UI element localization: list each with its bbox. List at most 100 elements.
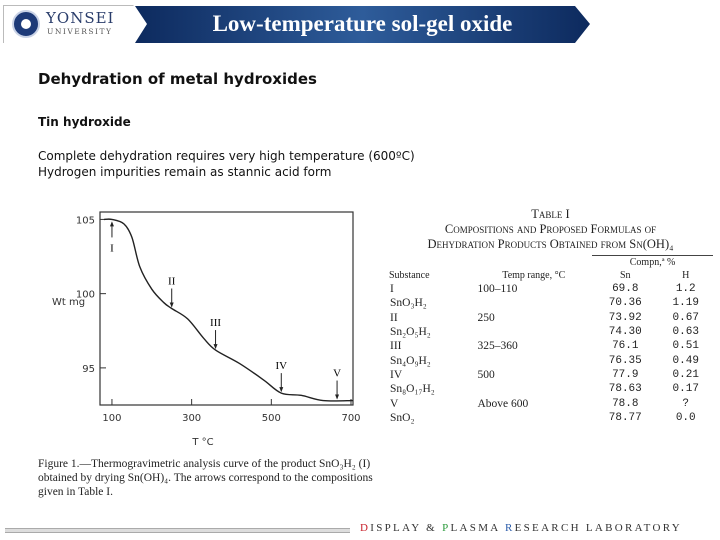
y-tick-label: 100 — [76, 290, 95, 301]
table-subtitle-2: Dehydration Products Obtained from Sn(OH… — [427, 237, 674, 251]
cell-substance: II — [390, 311, 398, 324]
footer-esearch: ESEARCH LABORATORY — [514, 522, 683, 534]
footer-p: P — [442, 522, 451, 534]
tga-figure: 100 300 500 700 95 100 105 T °C Wt mg I II III IV V F… — [38, 205, 388, 510]
cell-temp — [476, 382, 593, 396]
cell-substance: V — [390, 397, 399, 410]
cell-sn: 76.35 — [608, 354, 642, 367]
annotation-label: IV — [275, 360, 287, 372]
table-row: SnO₂ 78.77 0.0 — [388, 411, 713, 425]
footer-isplay: ISPLAY & — [370, 522, 443, 534]
slide-title: Low-temperature sol-gel oxide — [212, 11, 513, 36]
header-h: H — [682, 270, 690, 281]
university-seal-icon — [12, 10, 40, 38]
footer-divider — [5, 528, 350, 533]
text-line-2: Hydrogen impurities remain as stannic ac… — [38, 165, 332, 179]
cell-substance: Sn₈O₁₇H₂ — [390, 383, 435, 396]
header-sn: Sn — [619, 270, 631, 281]
cell-temp: Above 600 — [477, 397, 529, 410]
table-row: II 250 73.92 0.67 — [388, 311, 713, 325]
arrow-head — [109, 221, 114, 227]
cell-h: 0.63 — [672, 326, 699, 339]
arrow-head — [213, 344, 218, 350]
x-tick-label: 300 — [182, 413, 201, 424]
footer-lasma: LASMA — [450, 522, 505, 534]
cell-temp: 325–360 — [477, 340, 518, 353]
table-title: Table I — [531, 207, 570, 221]
x-axis-label: T °C — [191, 437, 213, 448]
university-logo: YONSEI UNIVERSITY — [3, 5, 153, 43]
table-row: IV 500 77.9 0.21 — [388, 368, 713, 382]
cell-h: 0.21 — [672, 368, 699, 381]
table-row: V Above 600 78.8? — [388, 396, 713, 410]
y-tick-label: 95 — [82, 364, 95, 375]
header-substance: Substance — [389, 270, 430, 281]
subheading: Tin hydroxide — [38, 115, 131, 129]
cell-temp — [476, 325, 593, 339]
cell-substance: SnO₂ — [390, 411, 415, 424]
cell-sn: 76.1 — [612, 340, 639, 353]
cell-h: 0.17 — [672, 383, 699, 396]
title-banner — [135, 6, 590, 43]
footer-d: D — [360, 522, 371, 534]
y-axis-label: Wt mg — [52, 297, 85, 308]
cell-sn: 77.9 — [612, 368, 639, 381]
cell-h: 0.67 — [672, 311, 699, 324]
y-tick-label: 105 — [76, 215, 95, 226]
table-row: Sn₈O₁₇H₂ 78.63 0.17 — [388, 382, 713, 396]
cell-temp: 100–110 — [477, 283, 518, 296]
plot-frame — [99, 211, 354, 406]
text-line-1: Complete dehydration requires very high … — [38, 149, 415, 163]
heading: Dehydration of metal hydroxides — [38, 70, 317, 88]
cell-temp: 500 — [477, 368, 495, 381]
cell-temp — [476, 411, 593, 425]
cell-sn: 69.8 — [612, 283, 639, 296]
annotation-label: III — [210, 317, 221, 329]
arrow-head — [279, 387, 284, 393]
table-row: Sn₂O₅H₂ 74.30 0.63 — [388, 325, 713, 339]
group-header: Compn,ª % — [592, 255, 713, 269]
arrow-head — [335, 394, 340, 400]
footer-lab-name: DISPLAY & PLASMA RESEARCH LABORATORY — [360, 522, 682, 534]
cell-temp — [476, 353, 593, 367]
arrow-head — [169, 302, 174, 308]
footer-r: R — [504, 522, 515, 534]
cell-substance: IV — [390, 368, 403, 381]
cell-sn: 78.8 — [612, 397, 639, 410]
header-temp: Temp range, °C — [502, 270, 566, 281]
figure-caption: Figure 1.—Thermogravimetric analysis cur… — [38, 458, 373, 498]
cell-substance: SnO₃H₂ — [390, 297, 427, 310]
cell-sn: 78.77 — [608, 411, 642, 424]
annotation-label: II — [168, 276, 176, 288]
annotation-label: V — [333, 368, 341, 380]
cell-sn: 78.63 — [608, 383, 642, 396]
cell-sn: 74.30 — [608, 326, 642, 339]
cell-substance: III — [390, 340, 402, 353]
composition-table: Table I Compositions and Proposed Formul… — [388, 207, 713, 425]
x-tick-label: 500 — [262, 413, 281, 424]
cell-h: 0.49 — [672, 354, 699, 367]
cell-h: 0.51 — [672, 340, 699, 353]
cell-h: 0.0 — [675, 411, 696, 424]
tga-curve — [103, 218, 354, 402]
cell-substance: Sn₄O₉H₂ — [390, 354, 431, 367]
table-subtitle-1: Compositions and Proposed Formulas of — [444, 222, 657, 236]
cell-sn: 70.36 — [608, 297, 642, 310]
x-tick-label: 100 — [102, 413, 121, 424]
logo-name: YONSEI — [46, 9, 115, 27]
logo-sub: UNIVERSITY — [47, 27, 113, 36]
x-tick-label: 700 — [341, 413, 360, 424]
cell-temp — [476, 296, 593, 310]
cell-sn: 73.92 — [608, 311, 642, 324]
cell-substance: Sn₂O₅H₂ — [390, 326, 431, 339]
cell-temp: 250 — [477, 311, 495, 324]
cell-h: 1.2 — [675, 283, 696, 296]
cell-substance: I — [390, 283, 394, 296]
cell-h: 1.19 — [672, 297, 699, 310]
cell-h: ? — [682, 397, 690, 410]
table-row: SnO₃H₂ 70.36 1.19 — [388, 296, 713, 310]
table-row: I 100–110 69.8 1.2 — [388, 282, 713, 296]
table-row: III 325–360 76.1 0.51 — [388, 339, 713, 353]
annotation-label: I — [110, 242, 114, 254]
